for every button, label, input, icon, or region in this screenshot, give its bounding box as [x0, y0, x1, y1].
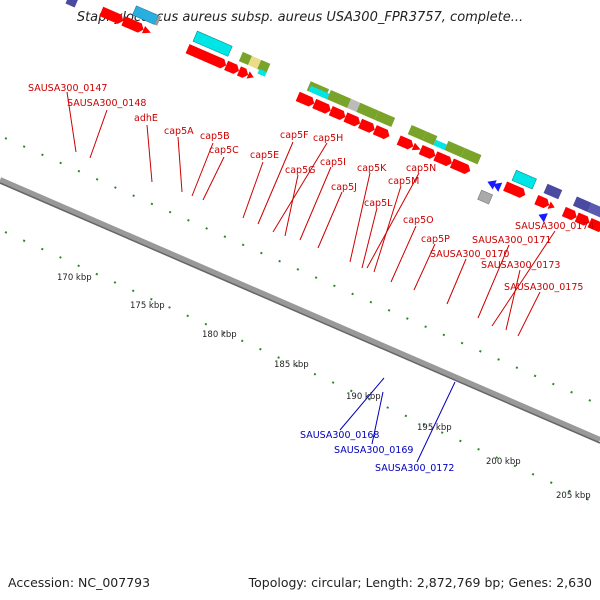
- gene-feature[interactable]: [236, 66, 250, 79]
- gene-label[interactable]: adhE: [134, 113, 158, 124]
- cds-feature-navy[interactable]: [572, 196, 592, 213]
- scale-label: 170 kbp: [57, 273, 92, 283]
- gene-feature[interactable]: [65, 0, 79, 8]
- gene-feature[interactable]: [396, 135, 416, 151]
- cds-feature-olive[interactable]: [238, 51, 253, 66]
- gene-feature[interactable]: [185, 44, 229, 70]
- gene-label[interactable]: cap5B: [200, 131, 230, 142]
- gene-label[interactable]: SAUSA300_0171: [472, 235, 551, 246]
- gene-feature[interactable]: [503, 181, 527, 200]
- cds-feature-grey[interactable]: [477, 189, 493, 205]
- genome-backbone-edge: [0, 182, 600, 444]
- scale-label: 180 kbp: [202, 330, 237, 340]
- gene-label[interactable]: SAUSA300_0169: [334, 445, 413, 456]
- cds-feature-navy[interactable]: [587, 202, 600, 220]
- gene-feature[interactable]: [295, 91, 316, 108]
- bottom-callouts: [339, 377, 456, 463]
- gene-label[interactable]: cap5L: [364, 198, 393, 209]
- gene-feature[interactable]: [449, 158, 472, 175]
- gene-label[interactable]: cap5H: [313, 133, 343, 144]
- reverse-gene-feature[interactable]: [485, 177, 497, 190]
- cds-feature-olive[interactable]: [460, 148, 482, 165]
- cds-feature-cyan[interactable]: [308, 85, 330, 100]
- gene-label[interactable]: cap5A: [164, 126, 194, 137]
- scale-label: 175 kbp: [130, 301, 165, 311]
- gene-feature[interactable]: [312, 98, 332, 115]
- gene-label[interactable]: SAUSA300_0174: [515, 221, 594, 232]
- gene-feature[interactable]: [534, 195, 551, 210]
- gene-label[interactable]: cap5K: [357, 163, 387, 174]
- cds-feature-grey[interactable]: [347, 98, 361, 112]
- gene-label[interactable]: cap5J: [331, 182, 357, 193]
- scale-label: 195 kbp: [417, 423, 452, 433]
- gene-label[interactable]: SAUSA300_0173: [481, 260, 560, 271]
- bottom-labels: SAUSA300_0168 SAUSA300_0169 SAUSA300_017…: [300, 430, 454, 474]
- gene-feature[interactable]: [574, 212, 592, 227]
- reverse-gene-feature[interactable]: [537, 210, 548, 223]
- cds-feature-cyan[interactable]: [433, 139, 447, 151]
- gene-label[interactable]: SAUSA300_0148: [67, 98, 146, 109]
- cds-feature-olive[interactable]: [407, 124, 427, 141]
- accession-label: Accession: NC_007793: [8, 575, 151, 590]
- gene-label[interactable]: SAUSA300_0175: [504, 282, 583, 293]
- gene-feature[interactable]: [372, 125, 392, 141]
- feature-band: [65, 0, 600, 234]
- cds-feature-olive[interactable]: [356, 102, 379, 120]
- scale-label: 190 kbp: [346, 392, 381, 402]
- gene-label[interactable]: cap5N: [406, 163, 436, 174]
- cds-feature-olive[interactable]: [444, 140, 465, 158]
- gene-feature[interactable]: [433, 151, 453, 167]
- gene-label[interactable]: SAUSA300_0172: [375, 463, 454, 474]
- gene-label[interactable]: cap5P: [421, 234, 450, 245]
- reverse-gene-feature[interactable]: [491, 180, 503, 192]
- gene-feature[interactable]: [121, 16, 145, 34]
- gene-label[interactable]: cap5E: [250, 150, 279, 161]
- gene-feature[interactable]: [343, 112, 362, 128]
- gene-feature[interactable]: [411, 142, 423, 154]
- cds-feature-olive[interactable]: [374, 110, 396, 128]
- gene-feature[interactable]: [141, 25, 153, 37]
- cds-feature-cyan[interactable]: [257, 68, 267, 77]
- gene-label[interactable]: cap5I: [320, 157, 346, 168]
- genome-summary-label: Topology: circular; Length: 2,872,769 bp…: [248, 575, 592, 590]
- gene-label[interactable]: cap5O: [403, 215, 434, 226]
- cds-feature-yellow[interactable]: [248, 55, 262, 70]
- gene-label[interactable]: SAUSA300_0147: [28, 83, 107, 94]
- top-callouts: [66, 91, 556, 337]
- scale-label: 205 kbp: [556, 491, 591, 501]
- top-labels: SAUSA300_0147 SAUSA300_0148 adhE cap5A c…: [28, 83, 594, 293]
- gene-feature[interactable]: [328, 106, 348, 122]
- scale-label: 185 kbp: [274, 360, 309, 370]
- gene-feature[interactable]: [418, 144, 438, 161]
- gene-feature[interactable]: [224, 60, 241, 76]
- cds-feature-cyan[interactable]: [511, 169, 537, 190]
- cds-feature-olive[interactable]: [326, 90, 352, 108]
- cds-feature-olive[interactable]: [422, 131, 438, 146]
- cds-feature-cyan[interactable]: [192, 30, 233, 57]
- gene-feature[interactable]: [547, 201, 557, 212]
- gene-label[interactable]: SAUSA300_0170: [430, 249, 509, 260]
- gene-label[interactable]: SAUSA300_0168: [300, 430, 379, 441]
- gene-feature[interactable]: [561, 206, 579, 222]
- scale-labels: 170 kbp 175 kbp 180 kbp 185 kbp 190 kbp …: [57, 273, 591, 501]
- genome-backbone: [0, 177, 600, 443]
- cds-feature-grey[interactable]: [154, 15, 162, 26]
- gene-feature[interactable]: [99, 6, 125, 26]
- scale-label: 200 kbp: [486, 457, 521, 467]
- gene-label[interactable]: cap5F: [280, 130, 309, 141]
- gene-feature[interactable]: [246, 71, 256, 81]
- gene-feature[interactable]: [358, 118, 377, 135]
- map-title: Staphylococcus aureus subsp. aureus USA3…: [76, 10, 524, 25]
- gene-feature[interactable]: [587, 218, 600, 234]
- cds-feature-navy[interactable]: [543, 183, 563, 200]
- gene-label[interactable]: cap5M: [388, 176, 419, 187]
- gene-label[interactable]: cap5C: [209, 145, 239, 156]
- cds-feature-cyan[interactable]: [132, 5, 159, 25]
- gene-label[interactable]: cap5G: [285, 165, 315, 176]
